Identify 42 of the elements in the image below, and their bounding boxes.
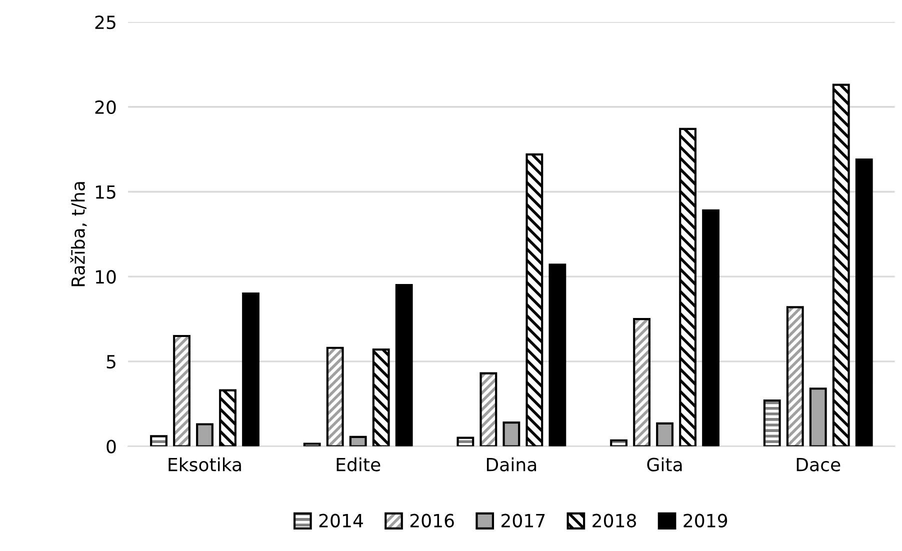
y-tick-label: 20	[95, 100, 116, 114]
bar	[456, 436, 474, 446]
x-tick-label: Eksotika	[168, 457, 241, 472]
bar	[656, 422, 674, 446]
bar	[242, 292, 260, 446]
legend-label: 2019	[684, 514, 728, 528]
bar	[502, 422, 520, 446]
bar	[150, 435, 168, 446]
bar	[679, 128, 696, 446]
y-tick-label: 15	[96, 185, 116, 199]
bar	[548, 264, 566, 446]
y-tick-label: 10	[96, 270, 116, 284]
bar	[633, 318, 650, 446]
y-tick-label: 0	[106, 440, 116, 454]
bar	[395, 284, 413, 446]
legend-label: 2016	[410, 514, 454, 528]
bar	[855, 158, 873, 446]
bar	[702, 209, 720, 446]
y-axis-title: Ražība, t/ha	[70, 182, 87, 286]
bar	[480, 372, 498, 446]
y-tick-label: 25	[95, 16, 116, 30]
bar	[832, 84, 850, 446]
legend-label: 2018	[592, 514, 636, 528]
bar	[763, 399, 781, 446]
bar	[372, 348, 390, 446]
bar	[809, 388, 827, 446]
bar	[196, 423, 214, 446]
legend-label: 2014	[319, 514, 363, 528]
bar	[303, 442, 321, 446]
bar	[610, 439, 628, 446]
x-tick-label: Gita	[647, 457, 682, 472]
bar	[173, 334, 190, 446]
bar	[786, 306, 804, 446]
y-tick-label: 5	[106, 355, 116, 369]
bar	[219, 389, 236, 446]
bar	[526, 153, 544, 446]
bar	[349, 436, 367, 446]
x-tick-label: Daina	[486, 457, 536, 472]
bar	[326, 346, 344, 446]
legend-label: 2017	[502, 514, 545, 528]
x-tick-label: Dace	[796, 458, 840, 472]
x-tick-label: Edite	[336, 457, 380, 472]
